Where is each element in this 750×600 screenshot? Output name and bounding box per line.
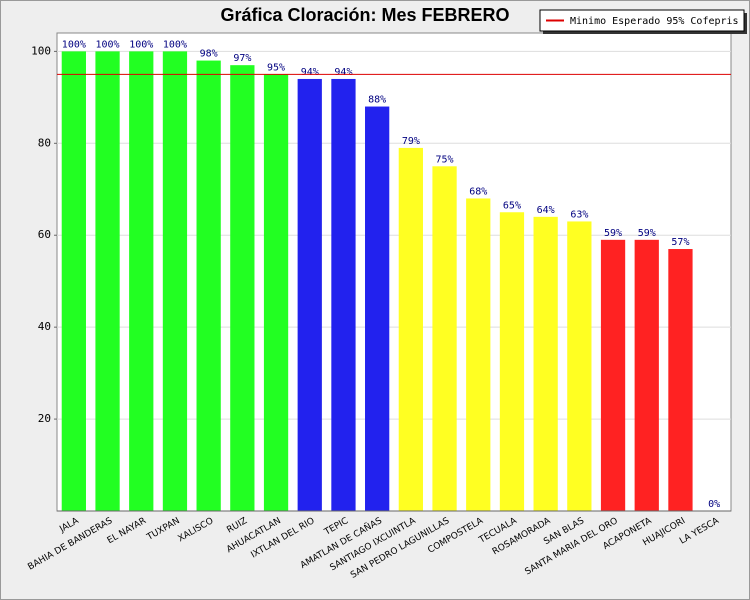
legend: Minimo Esperado 95% Cofepris — [539, 9, 747, 34]
chart-title: Gráfica Cloración: Mes FEBRERO — [220, 5, 509, 25]
bar — [196, 60, 221, 511]
bar — [567, 221, 592, 511]
bar — [61, 51, 86, 512]
bar — [499, 212, 525, 511]
bar — [533, 216, 558, 511]
value-label: 65% — [503, 200, 521, 211]
value-label: 64% — [537, 205, 555, 216]
bar — [129, 51, 154, 512]
value-label: 100% — [129, 39, 153, 50]
value-label: 100% — [96, 39, 120, 50]
value-label: 97% — [233, 53, 251, 64]
bar — [95, 51, 120, 512]
bar — [600, 239, 626, 512]
bar — [432, 166, 457, 512]
bar — [230, 65, 255, 511]
value-label: 68% — [469, 186, 487, 197]
y-tick-label: 20 — [38, 412, 51, 425]
value-label: 100% — [163, 39, 187, 50]
bar — [162, 51, 188, 512]
bar — [365, 106, 390, 512]
y-tick-label: 60 — [38, 228, 51, 241]
y-tick-label: 80 — [38, 136, 51, 149]
value-label: 63% — [570, 209, 588, 220]
bar — [634, 239, 659, 512]
value-label: 79% — [402, 136, 420, 147]
value-label: 94% — [334, 67, 352, 78]
value-label: 59% — [604, 228, 622, 239]
plot-area — [56, 32, 732, 512]
bar — [331, 78, 356, 511]
y-tick-label: 100 — [31, 44, 51, 57]
value-label: 88% — [368, 95, 386, 106]
value-label: 95% — [267, 62, 285, 73]
y-tick-label: 40 — [38, 320, 51, 333]
value-label: 100% — [62, 39, 86, 50]
value-label: 59% — [638, 228, 656, 239]
bar — [263, 74, 289, 511]
bar — [668, 249, 693, 511]
value-label: 98% — [200, 49, 218, 60]
value-label: 75% — [436, 154, 454, 165]
bar — [297, 78, 322, 511]
bar — [398, 147, 423, 511]
legend-label: Minimo Esperado 95% Cofepris — [570, 16, 739, 27]
legend-box — [539, 9, 745, 32]
value-label: 94% — [301, 67, 319, 78]
bar — [466, 198, 491, 511]
value-label: 0% — [708, 499, 720, 510]
value-label: 57% — [671, 237, 689, 248]
